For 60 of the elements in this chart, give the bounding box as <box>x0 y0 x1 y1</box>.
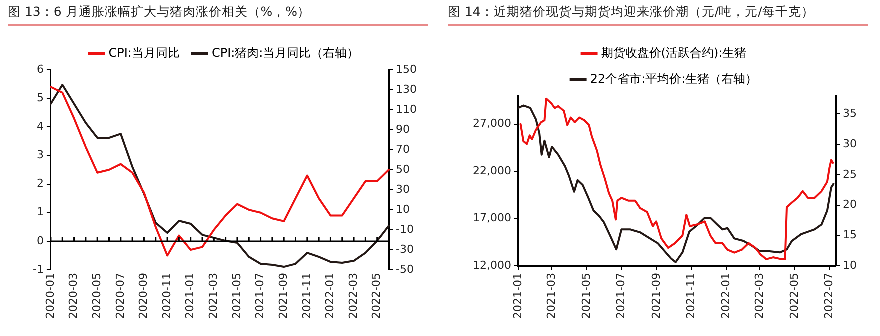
y2-tick-label: 90 <box>396 122 410 136</box>
y2-tick-label: 30 <box>843 137 858 150</box>
y-tick-label: 3 <box>36 148 44 162</box>
x-tick-label: 2022-05 <box>788 273 801 320</box>
x-tick-label: 2022-03 <box>346 273 360 320</box>
x-tick-label: 2021-05 <box>230 273 244 320</box>
x-tick-label: 2022-05 <box>370 273 384 320</box>
x-tick-label: 2021-05 <box>580 273 593 320</box>
legend-label: CPI:猪肉:当月同比（右轴） <box>212 46 360 60</box>
y2-tick-label: 110 <box>396 102 418 116</box>
y2-tick-label: 130 <box>396 82 418 96</box>
y-tick-label: 22,000 <box>472 164 512 178</box>
x-tick-label: 2020-03 <box>67 273 80 320</box>
y2-tick-label: 30 <box>396 182 410 196</box>
x-tick-label: 2022-01 <box>324 273 337 320</box>
chart-title: 图 14：近期猪价现货与期货均迎来涨价潮（元/吨，元/每千克） <box>448 4 868 26</box>
y-tick-label: 12,000 <box>472 258 512 272</box>
x-tick-label: 2021-11 <box>300 273 314 320</box>
x-tick-label: 2022-03 <box>753 273 766 320</box>
y2-tick-label: 20 <box>843 198 858 212</box>
legend-label: 期货收盘价(活跃合约):生猪 <box>601 46 747 60</box>
y2-tick-label: 25 <box>843 168 858 181</box>
legend-label: CPI:当月同比 <box>108 46 180 60</box>
x-tick-label: 2022-07 <box>822 273 836 320</box>
y2-tick-label: -50 <box>396 262 414 276</box>
y-tick-label: 17,000 <box>472 212 512 225</box>
x-tick-label: 2020-01 <box>44 273 57 320</box>
y2-tick-label: 10 <box>843 258 858 272</box>
x-tick-label: 2020-07 <box>114 273 127 320</box>
y-tick-label: 6 <box>36 62 44 76</box>
x-tick-label: 2021-07 <box>254 273 267 320</box>
y2-tick-label: 35 <box>843 107 858 120</box>
x-tick-label: 2021-01 <box>184 273 197 320</box>
x-tick-label: 2020-09 <box>137 273 150 320</box>
y2-tick-label: -30 <box>396 242 414 256</box>
x-tick-label: 2021-07 <box>614 273 628 320</box>
x-tick-label: 2020-11 <box>160 273 174 320</box>
legend-label: 22个省市:平均价:生猪（右轴） <box>590 72 758 86</box>
y2-tick-label: 50 <box>396 162 410 176</box>
y2-tick-label: 150 <box>396 62 418 76</box>
x-tick-label: 2021-11 <box>684 273 698 320</box>
y-tick-label: 5 <box>36 91 44 104</box>
chart-title: 图 13：6 月通胀涨幅扩大与猪肉涨价相关（%，%） <box>8 4 428 26</box>
x-tick-label: 2021-03 <box>207 273 220 320</box>
x-tick-label: 2021-01 <box>511 273 524 320</box>
x-tick-label: 2021-09 <box>276 273 290 320</box>
y-tick-label: 2 <box>36 177 44 190</box>
x-tick-label: 2021-09 <box>650 273 663 320</box>
x-tick-label: 2020-05 <box>90 273 104 320</box>
y-tick-label: -1 <box>33 262 44 276</box>
y2-tick-label: 15 <box>843 228 858 242</box>
y-tick-label: 0 <box>36 234 44 248</box>
y-tick-label: 27,000 <box>472 117 512 130</box>
y2-tick-label: 10 <box>396 202 410 216</box>
y-tick-label: 4 <box>36 120 44 134</box>
x-tick-label: 2021-03 <box>544 273 558 320</box>
y2-tick-label: -10 <box>396 222 414 236</box>
y-tick-label: 1 <box>36 206 44 219</box>
y2-tick-label: 70 <box>396 142 410 156</box>
x-tick-label: 2022-01 <box>719 273 732 320</box>
